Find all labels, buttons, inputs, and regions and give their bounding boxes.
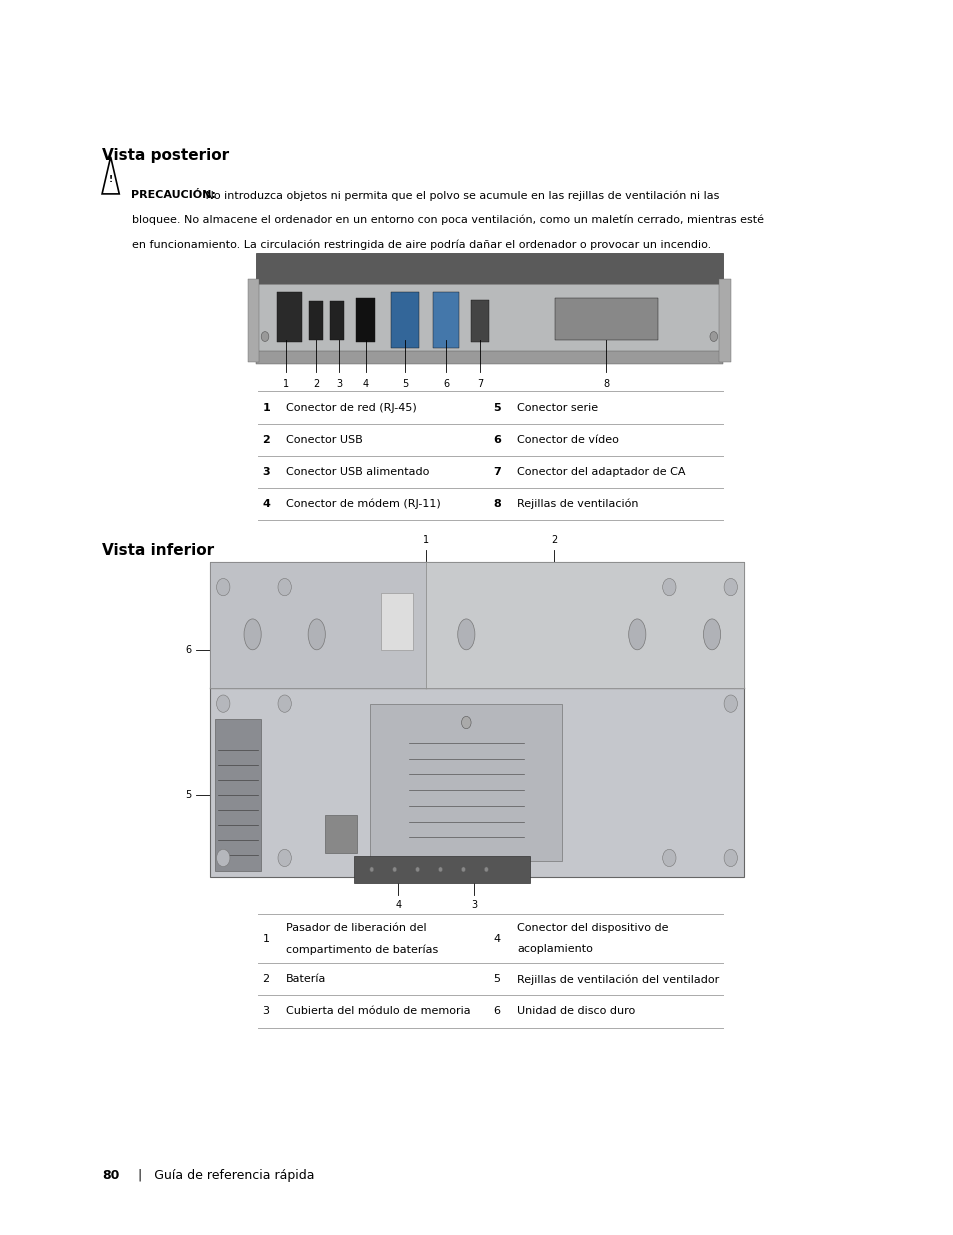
Text: 6: 6	[443, 379, 449, 389]
Ellipse shape	[702, 619, 720, 650]
Text: Conector USB: Conector USB	[286, 435, 362, 445]
Text: Conector del dispositivo de: Conector del dispositivo de	[517, 923, 668, 932]
Bar	[555, 298, 657, 340]
Text: 3: 3	[262, 467, 270, 477]
Circle shape	[709, 332, 717, 342]
Circle shape	[662, 850, 676, 867]
Text: Conector USB alimentado: Conector USB alimentado	[286, 467, 429, 477]
Circle shape	[277, 578, 291, 595]
Circle shape	[261, 332, 269, 342]
Text: No introduzca objetos ni permita que el polvo se acumule en las rejillas de vent: No introduzca objetos ni permita que el …	[202, 190, 719, 201]
Circle shape	[461, 867, 465, 872]
Bar	[380, 594, 413, 650]
Text: 4: 4	[262, 499, 270, 509]
Ellipse shape	[244, 619, 261, 650]
Text: 6: 6	[493, 435, 500, 445]
Ellipse shape	[457, 619, 475, 650]
Bar	[433, 293, 458, 348]
Circle shape	[723, 578, 737, 595]
Text: en funcionamiento. La circulación restringida de aire podría dañar el ordenador : en funcionamiento. La circulación restri…	[132, 240, 710, 251]
Text: 6: 6	[186, 645, 192, 655]
Circle shape	[216, 850, 230, 867]
Text: 2: 2	[262, 435, 270, 445]
Bar	[255, 351, 722, 364]
Text: 3: 3	[471, 900, 476, 910]
Circle shape	[277, 695, 291, 713]
Text: 1: 1	[262, 403, 270, 412]
Circle shape	[416, 867, 419, 872]
Text: Vista inferior: Vista inferior	[102, 543, 214, 558]
Text: Cubierta del módulo de memoria: Cubierta del módulo de memoria	[286, 1007, 471, 1016]
Text: Rejillas de ventilación del ventilador: Rejillas de ventilación del ventilador	[517, 974, 719, 984]
Circle shape	[216, 578, 230, 595]
Bar	[719, 279, 730, 362]
Ellipse shape	[628, 619, 645, 650]
Text: 3: 3	[262, 1007, 269, 1016]
Text: 1: 1	[423, 535, 429, 545]
Text: 7: 7	[493, 467, 500, 477]
Text: PRECAUCIÓN:: PRECAUCIÓN:	[131, 190, 215, 200]
Text: 8: 8	[602, 379, 609, 389]
Text: compartimento de baterías: compartimento de baterías	[286, 945, 438, 955]
Bar	[210, 562, 426, 688]
Text: 1: 1	[283, 379, 289, 389]
Bar	[210, 562, 743, 877]
Text: Conector del adaptador de CA: Conector del adaptador de CA	[517, 467, 685, 477]
Text: 5: 5	[402, 379, 408, 389]
Text: 1: 1	[262, 934, 269, 944]
Text: 6: 6	[493, 1007, 499, 1016]
Bar	[330, 301, 344, 340]
Text: 5: 5	[493, 403, 500, 412]
Text: Conector de vídeo: Conector de vídeo	[517, 435, 618, 445]
Bar	[276, 293, 302, 342]
Circle shape	[370, 867, 374, 872]
Circle shape	[216, 695, 230, 713]
Circle shape	[662, 578, 676, 595]
Circle shape	[723, 850, 737, 867]
Bar	[426, 562, 743, 688]
Bar	[391, 293, 419, 348]
Text: 2: 2	[262, 974, 269, 984]
Bar	[248, 279, 259, 362]
Bar	[255, 253, 722, 284]
Bar	[255, 284, 722, 353]
Text: Conector serie: Conector serie	[517, 403, 598, 412]
Text: 4: 4	[362, 379, 368, 389]
Circle shape	[484, 867, 488, 872]
Text: bloquee. No almacene el ordenador en un entorno con poca ventilación, como un ma: bloquee. No almacene el ordenador en un …	[132, 215, 762, 226]
Bar	[215, 719, 260, 871]
Bar	[309, 301, 323, 340]
Circle shape	[461, 716, 471, 729]
Text: 3: 3	[335, 379, 341, 389]
Circle shape	[393, 867, 396, 872]
Text: !: !	[109, 175, 112, 184]
Circle shape	[438, 867, 442, 872]
Bar	[355, 298, 375, 342]
Bar	[324, 815, 356, 853]
Text: 4: 4	[395, 900, 401, 910]
Circle shape	[723, 695, 737, 713]
Text: 5: 5	[493, 974, 499, 984]
Text: Conector de red (RJ-45): Conector de red (RJ-45)	[286, 403, 416, 412]
Bar	[354, 856, 530, 883]
Text: Rejillas de ventilación: Rejillas de ventilación	[517, 499, 638, 509]
Text: 8: 8	[493, 499, 500, 509]
Text: 2: 2	[551, 535, 557, 545]
Text: Vista posterior: Vista posterior	[102, 148, 229, 163]
Text: 2: 2	[313, 379, 319, 389]
Text: Pasador de liberación del: Pasador de liberación del	[286, 923, 426, 932]
Bar	[370, 704, 562, 861]
Text: Conector de módem (RJ-11): Conector de módem (RJ-11)	[286, 499, 440, 509]
Text: Unidad de disco duro: Unidad de disco duro	[517, 1007, 635, 1016]
Text: |   Guía de referencia rápida: | Guía de referencia rápida	[126, 1168, 314, 1182]
Text: 5: 5	[185, 790, 192, 800]
Text: acoplamiento: acoplamiento	[517, 945, 593, 955]
Text: 80: 80	[102, 1168, 119, 1182]
Ellipse shape	[308, 619, 325, 650]
Bar	[470, 300, 489, 342]
Circle shape	[277, 850, 291, 867]
Text: Batería: Batería	[286, 974, 326, 984]
Text: 4: 4	[493, 934, 499, 944]
Text: 7: 7	[476, 379, 482, 389]
